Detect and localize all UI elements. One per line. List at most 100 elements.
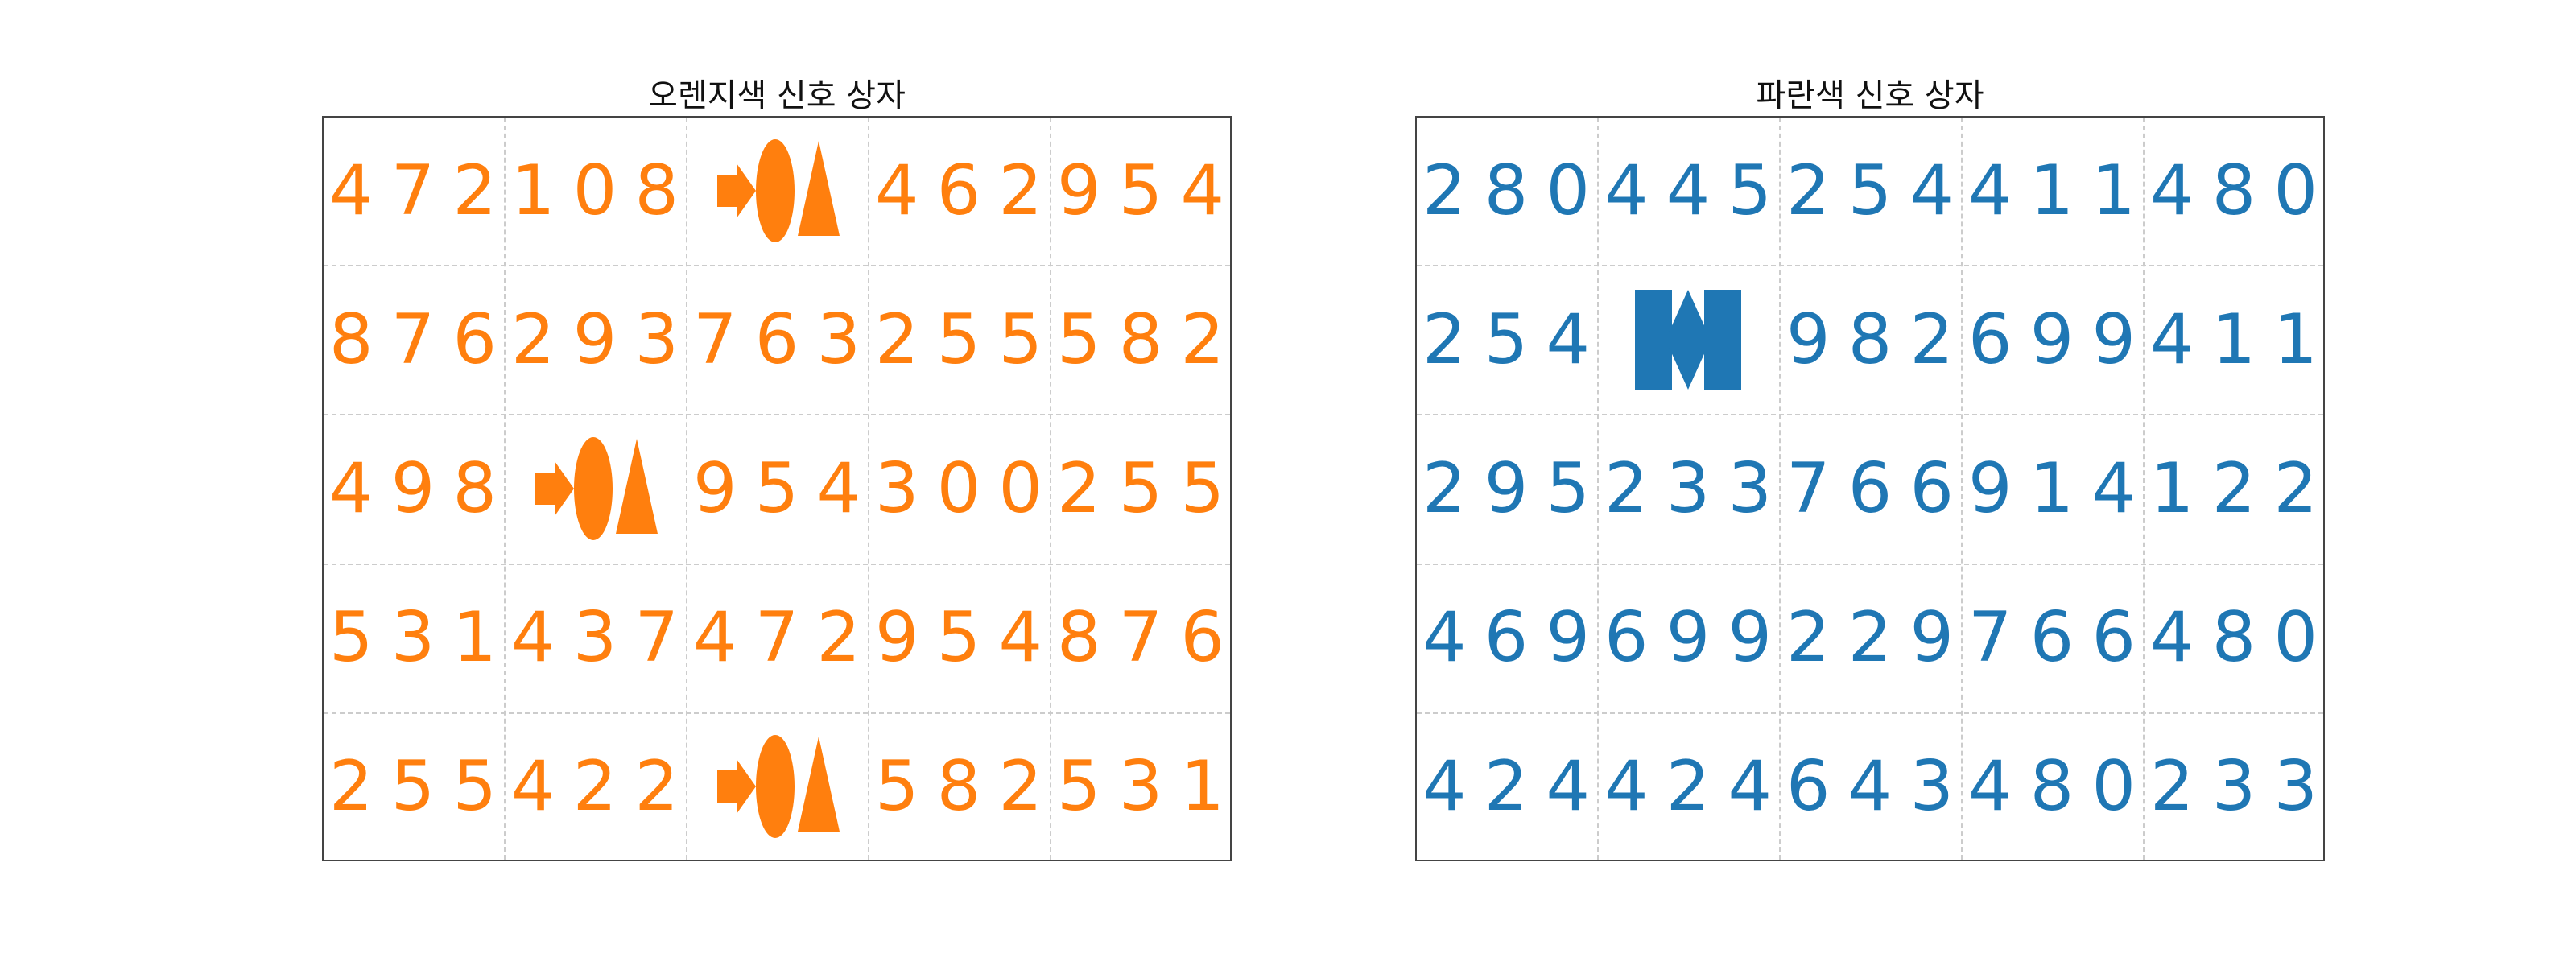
grid-line (686, 118, 687, 860)
grid-cell: 445 (1597, 116, 1779, 265)
grid-cell: 254 (1779, 116, 1961, 265)
grid-cell: 255 (868, 265, 1050, 414)
grid-cell: 424 (1415, 712, 1597, 861)
grid-cell: 437 (504, 564, 686, 712)
blue-signal-box: 280 445 254 411 480 254 982 699 411 295 233 766 914 1… (1415, 116, 2325, 861)
grid-line (324, 563, 1230, 565)
grid-cell: 876 (1050, 564, 1232, 712)
cell-number: 280 (1422, 150, 1608, 231)
grid-cell: 472 (322, 116, 504, 265)
cell-number: 766 (1785, 448, 1972, 529)
arrow-shape-icon (717, 759, 756, 815)
cell-number: 424 (1604, 746, 1790, 828)
grid-line (1417, 414, 2323, 416)
cell-number: 445 (1604, 150, 1790, 231)
cell-number: 480 (1967, 746, 2154, 828)
grid-cell: 229 (1779, 564, 1961, 712)
triangle-shape-icon (798, 140, 840, 236)
grid-line (1597, 118, 1599, 860)
grid-cell: 531 (322, 564, 504, 712)
cell-number: 699 (1604, 597, 1790, 679)
arrow-shape-icon (535, 460, 574, 516)
grid-line (1779, 118, 1781, 860)
grid-cell: 699 (1961, 265, 2143, 414)
panel-title: 오렌지색 신호 상자 (648, 77, 906, 114)
ellipse-shape-icon (756, 138, 795, 242)
grid-cell: 498 (322, 414, 504, 563)
grid-cell: 300 (868, 414, 1050, 563)
grid-cell: 424 (1597, 712, 1779, 861)
cell-number: 954 (874, 597, 1061, 679)
grid-cell: 480 (2143, 564, 2325, 712)
grid-cell: 699 (1597, 564, 1779, 712)
arrow-shape-icon (717, 163, 756, 218)
cell-number: 255 (328, 746, 515, 828)
cell-number: 582 (1056, 299, 1243, 380)
ellipse-shape-icon (756, 735, 795, 839)
cell-number: 437 (510, 597, 697, 679)
grid-cell: 982 (1779, 265, 1961, 414)
grid-cell: 233 (1597, 414, 1779, 563)
grid-cell: 255 (322, 712, 504, 861)
grid-cell (686, 712, 868, 861)
cell-number: 498 (328, 448, 515, 529)
cell-number: 531 (328, 597, 515, 679)
cell-number: 122 (2149, 448, 2336, 529)
cell-number: 411 (1967, 150, 2154, 231)
grid-line (868, 118, 869, 860)
cell-number: 643 (1785, 746, 1972, 828)
grid-cell: 763 (686, 265, 868, 414)
grid-cell: 480 (2143, 116, 2325, 265)
grid-cell: 954 (868, 564, 1050, 712)
cell-number: 233 (1604, 448, 1790, 529)
grid-cell: 582 (868, 712, 1050, 861)
cell-number: 914 (1967, 448, 2154, 529)
bar-diamond-bar-icon (1616, 283, 1761, 396)
grid-cell: 954 (686, 414, 868, 563)
grid-cell (504, 414, 686, 563)
cell-number: 293 (510, 299, 697, 380)
orange-signal-box: 472 108 462 954 876 293 763 255 582 498 954 300 255 5… (322, 116, 1232, 861)
cell-number: 422 (510, 746, 697, 828)
cell-number: 229 (1785, 597, 1972, 679)
grid-cell: 280 (1415, 116, 1597, 265)
grid-cell: 108 (504, 116, 686, 265)
triangle-shape-icon (798, 737, 840, 832)
cell-number: 954 (1056, 150, 1243, 231)
grid-line (324, 414, 1230, 416)
triangle-shape-icon (616, 438, 658, 534)
cell-number: 982 (1785, 299, 1972, 380)
ellipse-shape-icon (574, 436, 613, 540)
grid-cell: 876 (322, 265, 504, 414)
grid-cell: 914 (1961, 414, 2143, 563)
grid-cell: 531 (1050, 712, 1232, 861)
cell-number: 108 (510, 150, 697, 231)
grid-cell: 422 (504, 712, 686, 861)
grid-cell (686, 116, 868, 265)
grid-line (1961, 118, 1963, 860)
grid-cell: 643 (1779, 712, 1961, 861)
grid-cell: 411 (1961, 116, 2143, 265)
grid-line (1050, 118, 1051, 860)
cell-number: 411 (2149, 299, 2336, 380)
cell-number: 295 (1422, 448, 1608, 529)
grid-line (324, 712, 1230, 714)
panel-title: 파란색 신호 상자 (1756, 77, 1984, 114)
bar-shape-icon (1704, 289, 1741, 390)
grid-line (324, 265, 1230, 267)
grid-line (1417, 712, 2323, 714)
cell-number: 480 (2149, 150, 2336, 231)
arrow-ellipse-triangle-icon (522, 432, 667, 545)
cell-number: 462 (874, 150, 1061, 231)
cell-number: 699 (1967, 299, 2154, 380)
cell-number: 254 (1422, 299, 1608, 380)
cell-number: 233 (2149, 746, 2336, 828)
cell-number: 480 (2149, 597, 2336, 679)
cell-number: 254 (1785, 150, 1972, 231)
grid-cell: 122 (2143, 414, 2325, 563)
grid-cell: 295 (1415, 414, 1597, 563)
cell-number: 954 (692, 448, 879, 529)
arrow-ellipse-triangle-icon (704, 730, 849, 843)
diamond-shape-icon (1666, 289, 1711, 390)
